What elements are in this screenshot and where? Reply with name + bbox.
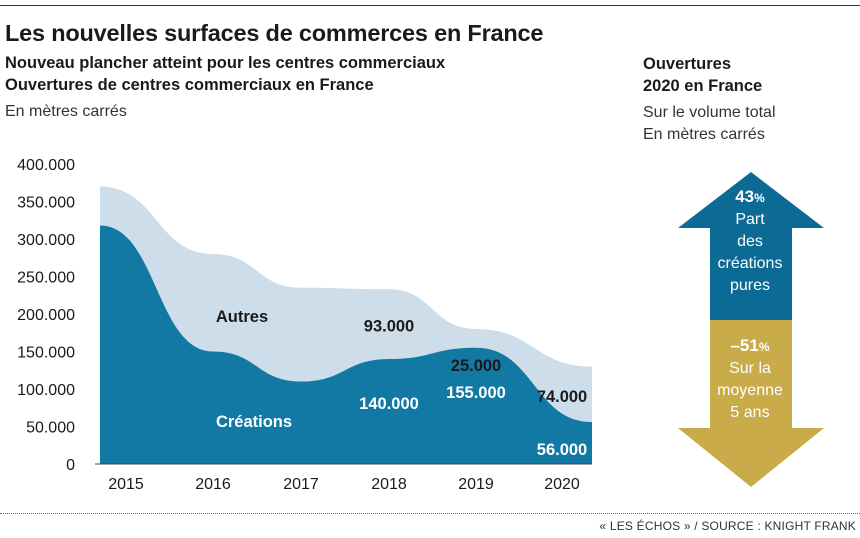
- y-tick-label: 100.000: [17, 382, 75, 399]
- data-label-creations-2018: 140.000: [359, 395, 419, 413]
- y-tick-label: 250.000: [17, 270, 75, 287]
- series-label-creations: Créations: [216, 413, 292, 431]
- down-arrow-text: –51% Sur la moyenne 5 ans: [690, 335, 810, 424]
- y-tick-label: 50.000: [26, 420, 75, 437]
- series-creations-area: [100, 225, 592, 464]
- data-label-creations-2019: 155.000: [446, 384, 506, 402]
- chart-subtitle-1: Nouveau plancher atteint pour les centre…: [5, 54, 446, 72]
- x-tick-label: 2018: [371, 476, 407, 493]
- x-tick-label: 2019: [458, 476, 494, 493]
- up-line-1: Part: [735, 211, 765, 228]
- x-tick-label: 2015: [108, 476, 144, 493]
- data-label-autres-2018: 93.000: [364, 317, 414, 335]
- up-arrow-shape: [678, 172, 824, 320]
- area-chart: 400.000 350.000 300.000 250.000 200.000 150.0…: [17, 157, 592, 493]
- up-value: 43%: [735, 187, 765, 206]
- x-tick-label: 2016: [195, 476, 231, 493]
- side-title-2: 2020 en France: [643, 77, 763, 95]
- up-line-4: pures: [729, 277, 771, 294]
- y-tick-label: 400.000: [17, 157, 75, 174]
- series-label-autres: Autres: [216, 308, 268, 326]
- double-arrow: [678, 172, 824, 487]
- unit-label: En mètres carrés: [5, 103, 127, 120]
- series-autres-area: [100, 186, 592, 422]
- source-credit: « LES ÉCHOS » / SOURCE : KNIGHT FRANK: [599, 519, 856, 533]
- down-arrow-shape: [678, 320, 824, 487]
- y-tick-label: 300.000: [17, 232, 75, 249]
- down-line-3: 5 ans: [730, 404, 770, 421]
- down-value: –51%: [730, 336, 770, 355]
- chart-title: Les nouvelles surfaces de commerces en F…: [5, 20, 544, 46]
- chart-subtitle-2: Ouvertures de centres commerciaux en Fra…: [5, 76, 374, 94]
- data-label-autres-2020: 74.000: [537, 388, 587, 406]
- side-subtitle-1: Sur le volume total: [643, 104, 776, 121]
- footer-rule: [0, 513, 860, 514]
- y-tick-label: 0: [66, 457, 75, 474]
- side-title-1: Ouvertures: [643, 55, 732, 73]
- down-line-1: Sur la: [729, 360, 771, 377]
- y-tick-label: 150.000: [17, 345, 75, 362]
- side-subtitle-2: En mètres carrés: [643, 126, 765, 143]
- x-tick-label: 2020: [544, 476, 580, 493]
- top-rule: [0, 5, 860, 6]
- y-tick-label: 200.000: [17, 307, 75, 324]
- down-line-2: moyenne: [717, 382, 783, 399]
- y-tick-label: 350.000: [17, 195, 75, 212]
- x-tick-label: 2017: [283, 476, 319, 493]
- data-label-autres-2019: 25.000: [451, 357, 501, 375]
- up-arrow-text: 43% Part des créations pures: [690, 186, 810, 297]
- up-line-2: des: [737, 233, 763, 250]
- up-line-3: créations: [717, 255, 783, 272]
- data-label-creations-2020: 56.000: [537, 441, 587, 459]
